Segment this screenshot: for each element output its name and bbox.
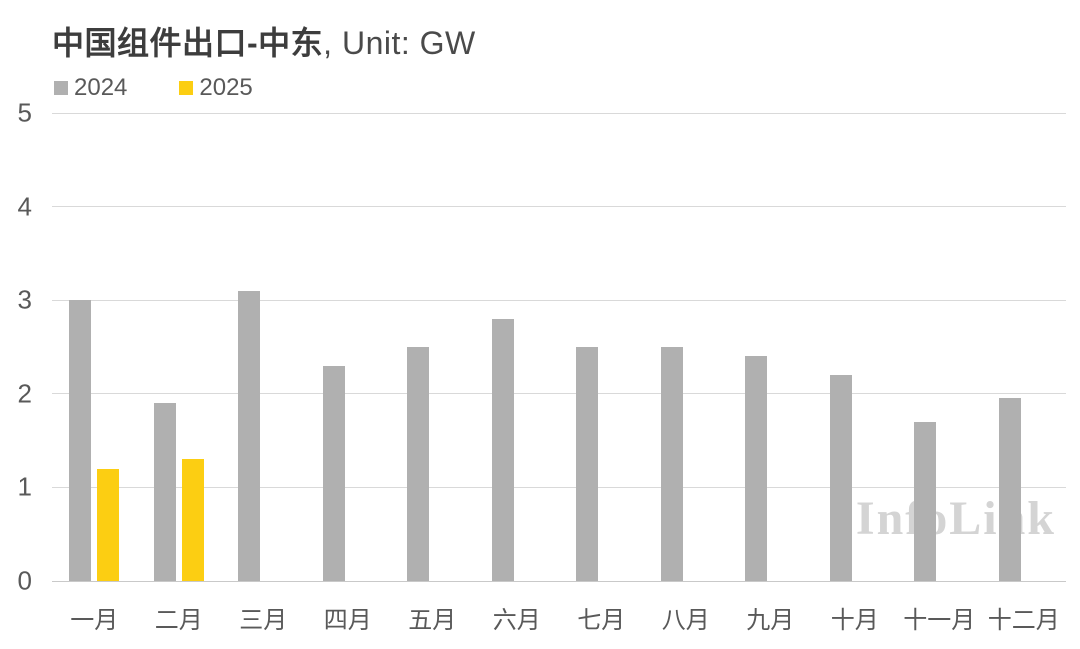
y-tick-label: 5 (17, 97, 32, 128)
x-axis-line (52, 580, 1066, 582)
x-tick-label: 九月 (746, 607, 795, 634)
bar-group-5 (390, 113, 475, 581)
bar-2024-七月 (576, 347, 599, 581)
legend-swatch-icon (179, 81, 194, 95)
bar-2025-二月 (181, 459, 204, 581)
bar-2024-二月 (153, 403, 176, 581)
bar-2024-五月 (407, 347, 430, 581)
bar-group-6 (475, 113, 560, 581)
x-tick-label: 八月 (661, 607, 710, 634)
x-tick-label: 十二月 (987, 607, 1060, 634)
y-tick-label: 3 (17, 284, 32, 315)
bar-group-11 (897, 113, 982, 581)
bar-2024-一月 (69, 300, 92, 581)
y-tick-label: 2 (17, 378, 32, 409)
x-tick-label: 六月 (492, 607, 541, 634)
chart-title: 中国组件出口-中东, Unit: GW (52, 18, 476, 64)
legend-item-2024: 2024 (54, 74, 127, 102)
bar-2024-六月 (491, 318, 514, 581)
bar-group-7 (559, 113, 644, 581)
legend: 2024 2025 (54, 74, 253, 102)
plot-area: InfoLink (52, 112, 1066, 582)
x-tick-label: 四月 (323, 607, 372, 634)
bar-2024-四月 (322, 365, 345, 581)
x-tick-label: 一月 (70, 607, 119, 634)
x-tick-label: 十一月 (903, 607, 976, 634)
x-tick-label: 五月 (408, 607, 457, 634)
watermark: InfoLink (855, 492, 1056, 545)
bar-2024-十月 (829, 375, 852, 581)
bar-2024-十二月 (998, 398, 1021, 581)
bar-group-10 (813, 113, 898, 581)
x-tick-label: 十月 (830, 607, 879, 634)
y-tick-label: 4 (17, 191, 32, 222)
gridline (52, 393, 1066, 395)
bar-group-8 (644, 113, 729, 581)
x-tick-label: 二月 (154, 607, 203, 634)
bar-2024-九月 (745, 356, 768, 581)
bar-2025-一月 (97, 468, 120, 581)
bar-2024-八月 (660, 347, 683, 581)
gridline (52, 299, 1066, 301)
bar-group-2 (137, 113, 222, 581)
bar-group-4 (306, 113, 391, 581)
bar-group-9 (728, 113, 813, 581)
chart-title-suffix: , Unit: GW (323, 25, 476, 61)
legend-swatch-icon (54, 81, 68, 95)
y-axis: 0 1 2 3 4 5 (0, 98, 34, 596)
bar-2024-三月 (238, 290, 261, 581)
chart-title-main: 中国组件出口-中东 (52, 25, 324, 61)
legend-label: 2024 (74, 74, 128, 101)
legend-label: 2025 (199, 74, 253, 101)
y-tick-label: 1 (17, 471, 32, 502)
bar-group-3 (221, 113, 306, 581)
legend-item-2025: 2025 (179, 74, 253, 102)
gridline (52, 206, 1066, 208)
x-tick-label: 七月 (577, 607, 626, 634)
bar-group-12 (982, 113, 1067, 581)
y-tick-label: 0 (17, 565, 32, 596)
bar-group-1 (52, 113, 137, 581)
gridline (52, 486, 1066, 488)
x-tick-label: 三月 (239, 607, 288, 634)
x-axis: 一月 二月 三月 四月 五月 六月 七月 八月 九月 十月 十一月 十二月 (52, 600, 1066, 635)
gridline (52, 112, 1066, 114)
bars (52, 113, 1066, 581)
bar-2024-十一月 (914, 421, 937, 581)
